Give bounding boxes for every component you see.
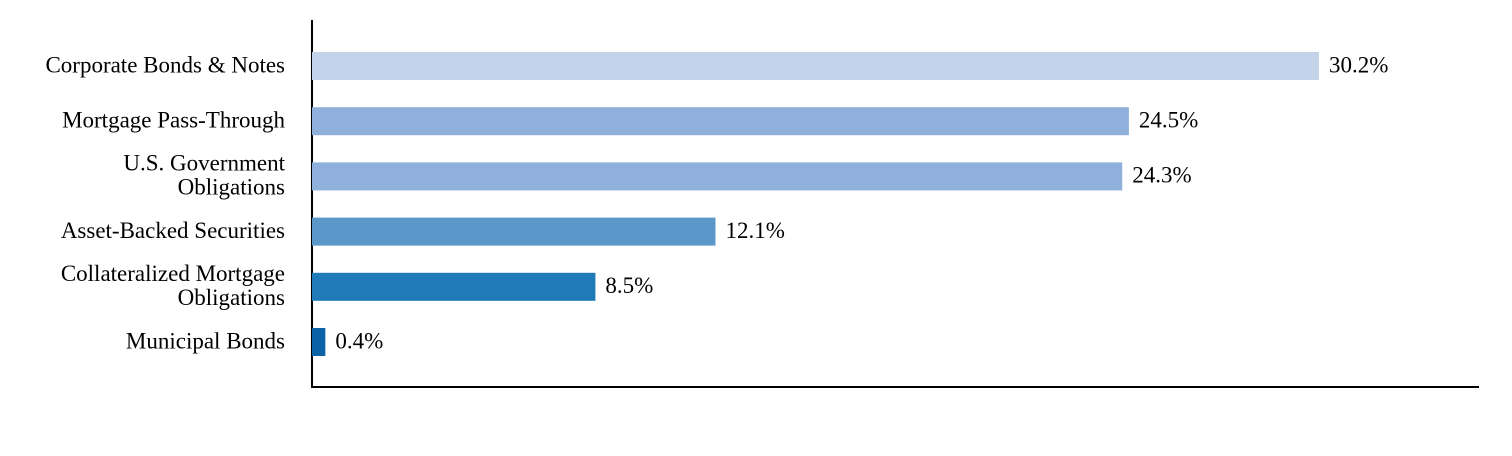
value-label: 30.2% — [1329, 52, 1388, 77]
y-tick-label: Collateralized Mortgage Obligations — [61, 261, 285, 310]
bar — [312, 272, 596, 301]
y-tick-label: Mortgage Pass-Through — [62, 107, 285, 132]
bar — [312, 107, 1129, 136]
value-label: 0.4% — [335, 328, 383, 353]
y-tick-label: Corporate Bonds & Notes — [45, 52, 285, 77]
value-label: 24.5% — [1139, 107, 1198, 132]
bar — [312, 328, 326, 356]
bar — [312, 217, 716, 246]
y-tick-label: Municipal Bonds — [126, 328, 285, 353]
bar — [312, 52, 1319, 80]
value-label: 12.1% — [725, 218, 784, 243]
value-label: 8.5% — [605, 273, 653, 298]
value-label: 24.3% — [1132, 163, 1191, 188]
y-tick-label: Asset-Backed Securities — [61, 218, 285, 243]
bar — [312, 162, 1123, 191]
y-tick-label: U.S. Government Obligations — [123, 151, 285, 200]
